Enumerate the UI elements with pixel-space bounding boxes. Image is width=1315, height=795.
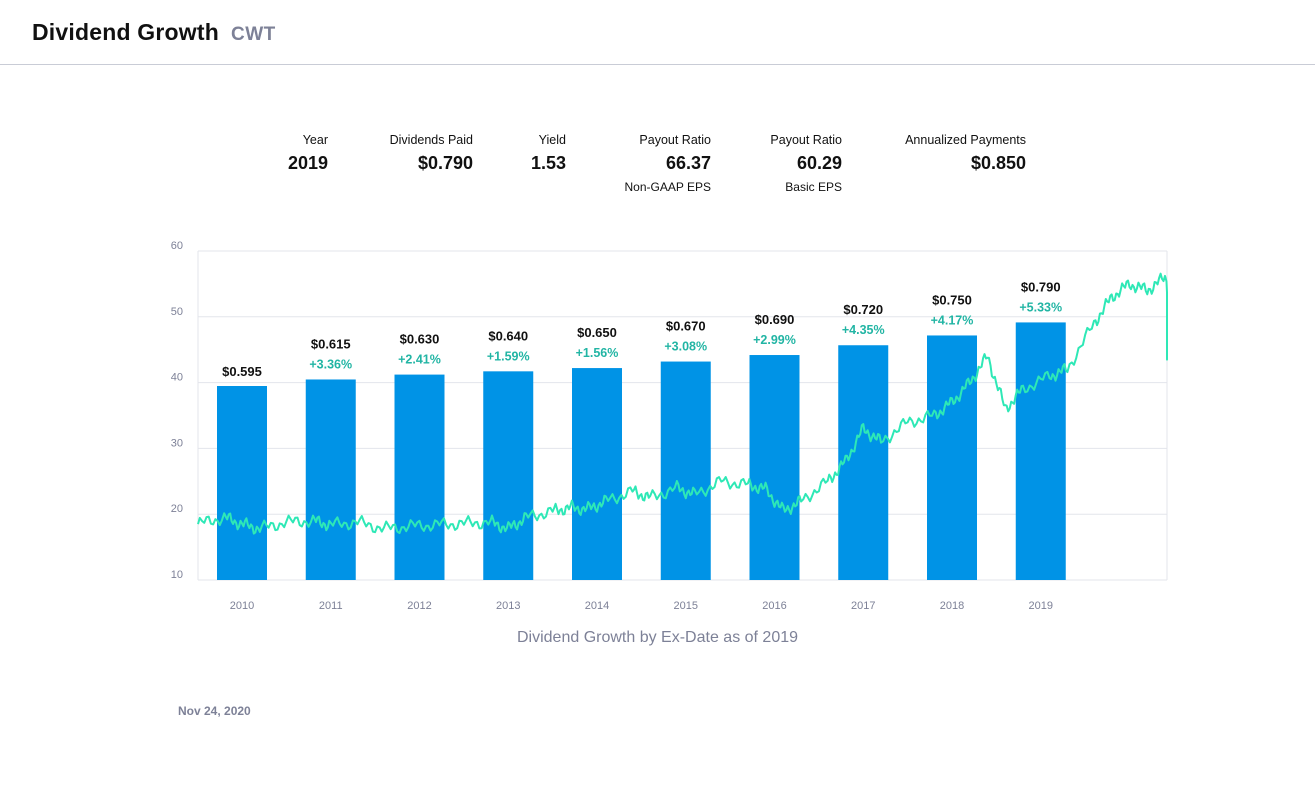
bar-value-label: $0.790 [1021,279,1061,294]
stat-label: Payout Ratio [639,133,711,147]
dividend-bar [394,374,445,580]
bar-value-label: $0.640 [488,328,528,343]
stat-label: Yield [538,133,566,147]
stat-value: 1.53 [530,153,566,173]
stat-label: Dividends Paid [389,133,473,147]
bar-growth-label: +1.59% [487,349,530,363]
dividend-bar [305,379,356,580]
stat-value: $0.790 [417,153,473,173]
as-of-date: Nov 24, 2020 [178,704,251,718]
y-tick-label: 20 [171,503,183,515]
dividend-bar [483,371,534,580]
y-tick-label: 60 [171,240,183,252]
bar-value-label: $0.595 [222,364,262,379]
x-tick-label: 2014 [585,600,609,612]
stat-payout-ratio-non-gaap: Payout Ratio 66.37 Non-GAAP EPS [591,133,711,194]
bar-growth-label: +2.41% [398,353,441,367]
x-tick-label: 2013 [496,600,520,612]
x-tick-label: 2019 [1029,600,1053,612]
bar-growth-label: +3.08% [664,340,707,354]
stat-year: Year 2019 [250,133,328,174]
x-tick-label: 2016 [762,600,786,612]
page-header: Dividend Growth CWT [0,0,1315,65]
y-tick-label: 30 [171,437,183,449]
x-tick-label: 2015 [674,600,698,612]
x-tick-label: 2017 [851,600,875,612]
bar-value-label: $0.690 [755,312,795,327]
x-tick-label: 2010 [230,600,254,612]
stat-yield: Yield 1.53 [496,133,566,174]
dividend-bar [749,355,800,580]
x-tick-label: 2011 [319,600,343,612]
bar-growth-label: +1.56% [576,346,619,360]
bar-growth-label: +4.35% [842,323,885,337]
chart-caption: Dividend Growth by Ex-Date as of 2019 [516,629,799,646]
bar-growth-label: +3.36% [309,357,352,371]
dividend-bar [217,386,267,580]
stat-dividends-paid: Dividends Paid $0.790 [353,133,473,174]
stat-annualized-payments: Annualized Payments $0.850 [880,133,1026,174]
bar-value-label: $0.650 [577,325,617,340]
y-tick-label: 40 [171,372,183,384]
ticker-symbol: CWT [231,24,276,45]
stat-sublabel: Basic EPS [785,180,842,194]
stat-label: Year [302,133,328,147]
stat-value: 2019 [287,153,328,173]
page-title: Dividend Growth [32,19,219,45]
bar-value-label: $0.630 [400,332,440,347]
stat-value: 60.29 [796,153,842,173]
dividend-bar [660,361,711,580]
bar-growth-label: +5.33% [1019,300,1062,314]
bar-growth-label: +2.99% [753,333,796,347]
stat-payout-ratio-basic: Payout Ratio 60.29 Basic EPS [722,133,842,194]
dividend-bar [572,368,622,580]
bar-value-label: $0.670 [666,319,706,334]
dividend-bar [927,335,977,580]
price-line [197,272,1168,535]
stat-label: Annualized Payments [905,133,1026,147]
y-tick-label: 10 [171,569,183,581]
bar-growth-label: +4.17% [931,313,974,327]
stat-value: $0.850 [970,153,1026,173]
y-tick-label: 50 [171,306,183,318]
x-tick-label: 2012 [407,600,431,612]
bar-value-label: $0.615 [311,336,351,351]
x-tick-label: 2018 [940,600,964,612]
dividend-bar [1015,322,1066,580]
bar-value-label: $0.720 [843,302,883,317]
stat-value: 66.37 [665,153,711,173]
stat-sublabel: Non-GAAP EPS [624,180,711,194]
bar-value-label: $0.750 [932,292,972,307]
stat-label: Payout Ratio [770,133,842,147]
dividend-bar [838,345,889,580]
